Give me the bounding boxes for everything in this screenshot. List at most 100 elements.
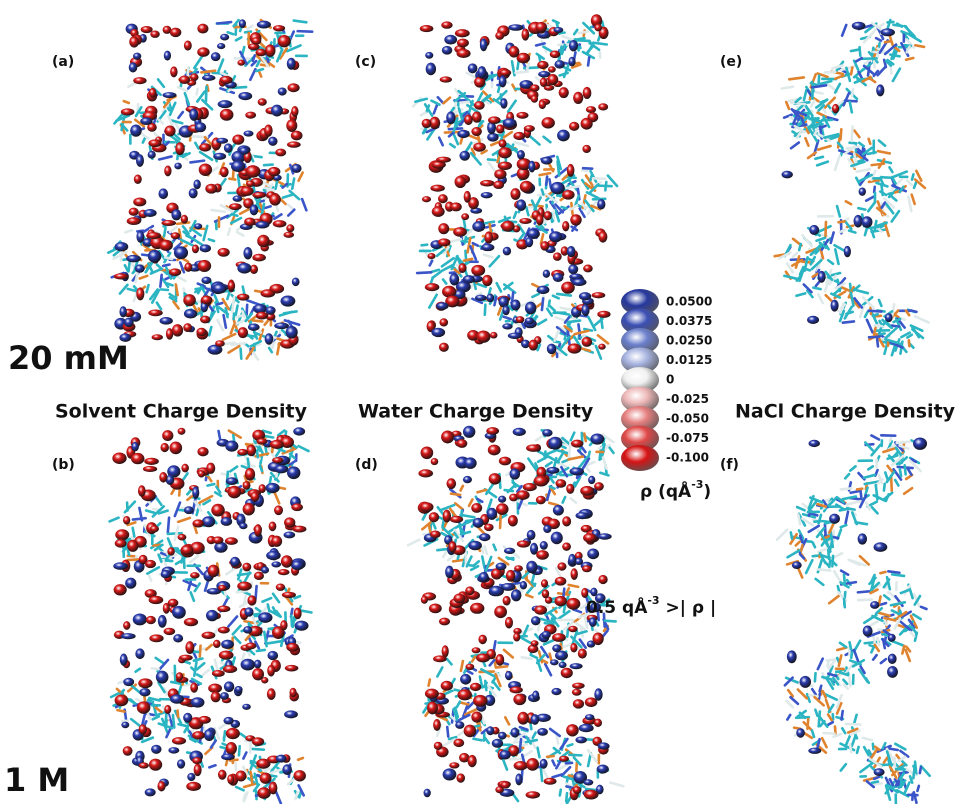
bond xyxy=(158,79,164,86)
charge-blob xyxy=(597,311,610,318)
charge-blob xyxy=(233,195,243,201)
charge-blob xyxy=(242,563,251,572)
column-title: Solvent Charge Density xyxy=(55,401,308,423)
charge-blob xyxy=(562,221,569,231)
charge-blob xyxy=(547,74,558,85)
charge-blob xyxy=(472,111,482,122)
charge-blob xyxy=(458,263,466,273)
charge-blob xyxy=(138,678,152,688)
charge-blob xyxy=(476,653,490,662)
charge-blob xyxy=(537,61,548,69)
bond xyxy=(917,786,918,791)
bond xyxy=(500,514,501,528)
bond xyxy=(874,777,879,779)
charge-blob xyxy=(858,533,867,544)
charge-blob xyxy=(268,167,281,176)
charge-blob xyxy=(146,232,161,239)
charge-blob xyxy=(139,688,150,696)
bond xyxy=(274,214,281,218)
bond xyxy=(874,328,875,335)
charge-blob xyxy=(139,762,149,768)
charge-blob xyxy=(125,578,136,589)
charge-blob xyxy=(598,575,607,584)
charge-blob xyxy=(516,112,528,119)
bond xyxy=(586,467,590,472)
bond xyxy=(856,58,862,61)
charge-blob xyxy=(555,479,566,488)
panel-label: (d) xyxy=(355,457,378,473)
bond xyxy=(247,305,248,315)
molecule xyxy=(108,19,312,359)
charge-blob xyxy=(854,215,863,228)
bond xyxy=(209,239,214,241)
charge-blob xyxy=(585,714,594,720)
bond xyxy=(915,316,929,322)
charge-blob xyxy=(425,689,439,699)
charge-blob xyxy=(527,530,536,540)
charge-blob xyxy=(143,466,157,472)
bond xyxy=(844,575,845,585)
bond xyxy=(799,244,801,250)
bond xyxy=(502,758,507,770)
bond xyxy=(461,486,463,491)
charge-blob xyxy=(582,145,591,153)
charge-blob xyxy=(425,283,440,291)
bond xyxy=(159,120,163,123)
bond xyxy=(298,31,313,32)
charge-blob xyxy=(443,510,451,523)
bond xyxy=(415,99,426,102)
charge-blob xyxy=(133,53,141,60)
charge-blob xyxy=(552,644,561,652)
bond xyxy=(546,177,547,185)
charge-blob xyxy=(481,244,494,252)
charge-blob xyxy=(184,262,192,271)
charge-blob xyxy=(250,491,259,501)
charge-blob xyxy=(265,333,274,345)
bond xyxy=(782,87,793,89)
charge-blob xyxy=(164,628,176,635)
bond xyxy=(825,524,826,535)
bond xyxy=(429,679,430,685)
charge-blob xyxy=(291,560,304,570)
charge-blob xyxy=(112,452,126,463)
bond xyxy=(796,293,805,295)
charge-blob xyxy=(495,31,504,39)
bond xyxy=(835,249,838,264)
bond xyxy=(432,270,439,272)
bond xyxy=(256,586,257,599)
bond xyxy=(796,542,800,546)
bond xyxy=(569,755,581,756)
charge-blob xyxy=(439,343,449,352)
colorbar-title: ρ (qÅ-3) xyxy=(640,478,711,502)
charge-blob xyxy=(548,66,556,72)
bond xyxy=(869,311,882,312)
charge-blob xyxy=(861,216,872,228)
bond xyxy=(850,102,852,112)
charge-blob xyxy=(158,615,167,628)
charge-blob xyxy=(131,453,144,464)
charge-blob xyxy=(121,108,135,115)
bond xyxy=(590,175,591,180)
charge-blob xyxy=(572,278,587,286)
bond xyxy=(244,784,255,787)
charge-blob xyxy=(284,517,295,527)
charge-blob xyxy=(246,165,261,178)
bond xyxy=(852,126,853,141)
charge-blob xyxy=(566,598,580,610)
bond xyxy=(545,664,551,675)
charge-blob xyxy=(215,340,225,347)
charge-blob xyxy=(281,555,293,567)
charge-blob xyxy=(534,605,547,614)
charge-blob xyxy=(488,445,501,456)
bond xyxy=(299,173,303,181)
panel-label: (e) xyxy=(720,54,742,70)
charge-blob xyxy=(487,508,498,520)
charge-blob xyxy=(439,318,448,326)
charge-blob xyxy=(568,57,575,67)
charge-blob xyxy=(571,440,583,448)
bond xyxy=(825,72,836,73)
charge-blob xyxy=(221,640,234,649)
charge-blob xyxy=(581,588,588,598)
charge-blob xyxy=(226,742,237,755)
bond xyxy=(474,561,479,565)
